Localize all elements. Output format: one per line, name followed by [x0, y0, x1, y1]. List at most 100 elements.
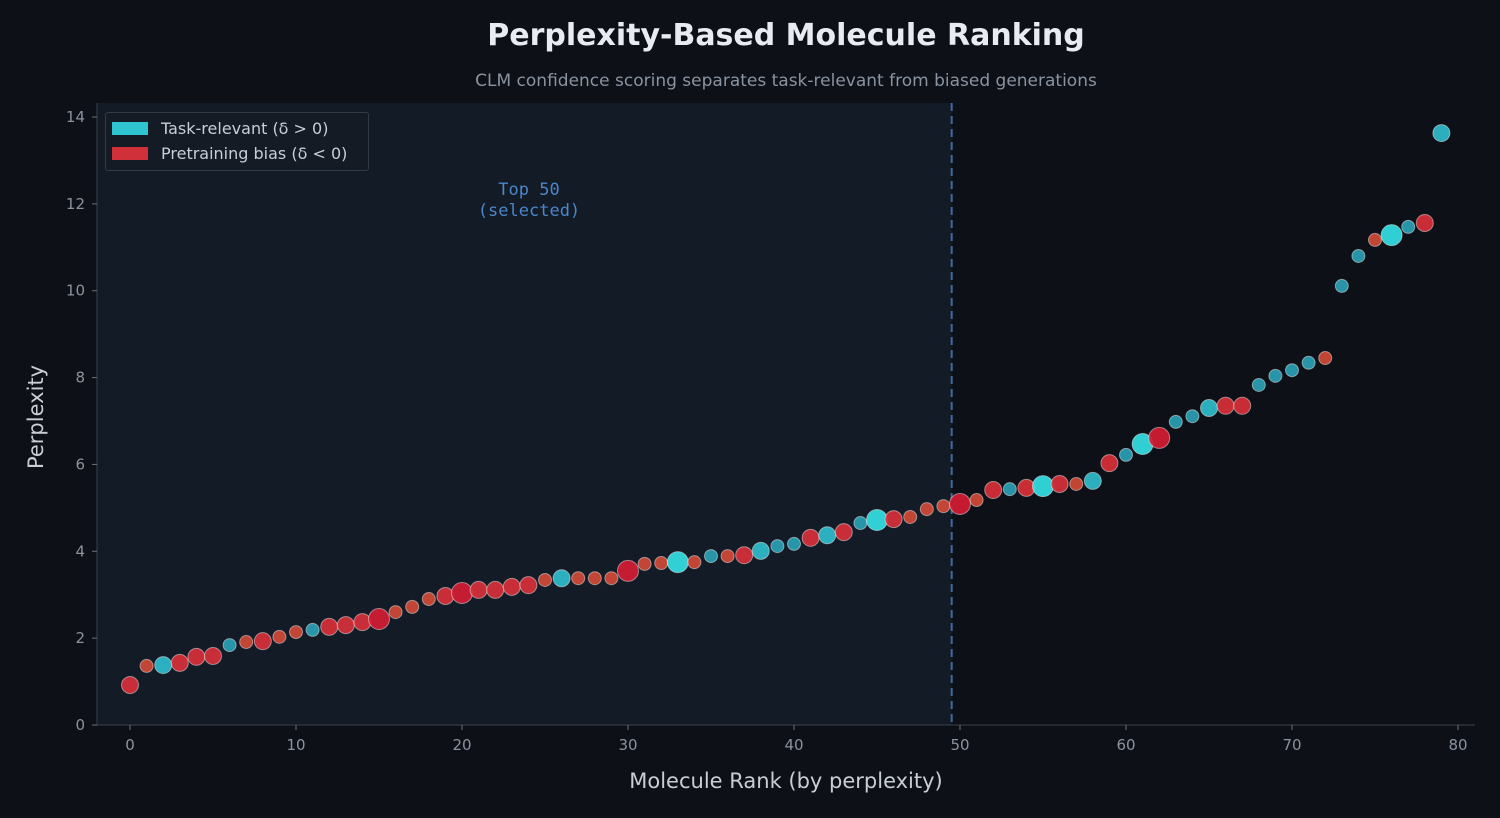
- data-point-task-relevant: [552, 569, 571, 588]
- data-point-task-relevant: [1200, 398, 1218, 417]
- legend-item-pretraining-bias: Pretraining bias (δ < 0): [112, 144, 347, 163]
- x-tick-label: 60: [1116, 736, 1135, 754]
- y-tick-label: 12: [66, 195, 85, 213]
- data-point-task-relevant: [1351, 248, 1366, 263]
- data-point-task-relevant: [1380, 224, 1403, 247]
- data-point-pretraining-bias: [984, 481, 1003, 500]
- data-point-pretraining-bias: [1415, 213, 1434, 232]
- data-point-pretraining-bias: [1216, 396, 1235, 415]
- data-point-pretraining-bias: [735, 546, 754, 565]
- data-point-task-relevant: [1185, 409, 1200, 424]
- data-point-pretraining-bias: [604, 571, 619, 586]
- data-point-pretraining-bias: [519, 576, 538, 595]
- x-tick-label: 70: [1282, 736, 1301, 754]
- data-point-pretraining-bias: [187, 647, 206, 666]
- data-point-task-relevant: [1334, 278, 1349, 293]
- data-point-pretraining-bias: [353, 613, 372, 632]
- annotation-selected: (selected): [478, 201, 580, 221]
- data-point-task-relevant: [1002, 482, 1017, 497]
- data-point-pretraining-bias: [969, 493, 984, 508]
- data-point-task-relevant: [818, 526, 837, 545]
- data-point-task-relevant: [704, 549, 718, 564]
- data-point-pretraining-bias: [936, 499, 951, 514]
- data-point-pretraining-bias: [289, 625, 303, 640]
- data-point-pretraining-bias: [637, 556, 652, 571]
- data-point-pretraining-bias: [538, 572, 552, 587]
- data-point-pretraining-bias: [320, 617, 339, 636]
- data-point-pretraining-bias: [204, 646, 222, 665]
- data-point-task-relevant: [787, 536, 801, 551]
- data-point-pretraining-bias: [1233, 396, 1252, 415]
- data-point-pretraining-bias: [239, 635, 254, 650]
- x-tick-label: 0: [125, 736, 135, 754]
- data-point-task-relevant: [1083, 471, 1102, 490]
- data-point-pretraining-bias: [486, 580, 505, 599]
- data-point-task-relevant: [853, 516, 868, 531]
- data-point-pretraining-bias: [421, 592, 436, 607]
- annotation-top50: Top 50: [498, 180, 559, 200]
- data-point-task-relevant: [222, 638, 237, 653]
- data-point-task-relevant: [1301, 355, 1316, 370]
- data-point-pretraining-bias: [720, 549, 735, 564]
- data-point-task-relevant: [1032, 475, 1054, 498]
- data-point-pretraining-bias: [451, 581, 473, 604]
- legend-label: Task-relevant (δ > 0): [161, 119, 329, 138]
- data-point-task-relevant: [866, 509, 888, 532]
- data-point-pretraining-bias: [1148, 426, 1171, 449]
- data-point-pretraining-bias: [587, 571, 602, 586]
- legend-item-task-relevant: Task-relevant (δ > 0): [112, 119, 328, 138]
- data-point-task-relevant: [305, 622, 320, 637]
- data-point-pretraining-bias: [121, 676, 139, 695]
- data-point-pretraining-bias: [617, 559, 639, 582]
- y-tick-label: 10: [66, 282, 85, 300]
- data-point-pretraining-bias: [469, 580, 488, 599]
- x-tick-label: 80: [1448, 736, 1467, 754]
- data-point-task-relevant: [1168, 414, 1183, 429]
- data-point-pretraining-bias: [949, 492, 971, 515]
- x-axis-label: Molecule Rank (by perplexity): [629, 769, 943, 793]
- data-point-task-relevant: [1401, 219, 1416, 234]
- data-point-task-relevant: [154, 656, 173, 675]
- data-point-pretraining-bias: [368, 608, 390, 631]
- data-point-pretraining-bias: [170, 653, 189, 672]
- y-axis-label: Perplexity: [24, 365, 48, 469]
- chart-title: Perplexity-Based Molecule Ranking: [487, 18, 1085, 53]
- data-point-task-relevant: [1432, 124, 1451, 143]
- data-point-task-relevant: [1119, 447, 1133, 462]
- y-tick-label: 4: [75, 542, 85, 560]
- data-point-pretraining-bias: [336, 616, 355, 635]
- data-point-pretraining-bias: [502, 577, 521, 596]
- data-point-pretraining-bias: [903, 509, 918, 524]
- data-point-pretraining-bias: [1050, 474, 1069, 493]
- data-point-pretraining-bias: [388, 605, 403, 620]
- chart-subtitle: CLM confidence scoring separates task-re…: [475, 71, 1097, 91]
- data-point-pretraining-bias: [405, 599, 420, 614]
- data-point-pretraining-bias: [253, 632, 272, 651]
- data-point-pretraining-bias: [801, 528, 820, 547]
- data-point-pretraining-bias: [919, 502, 934, 517]
- data-point-task-relevant: [751, 541, 770, 560]
- data-point-pretraining-bias: [1069, 476, 1084, 491]
- legend-swatch-bias: [112, 147, 148, 160]
- data-point-pretraining-bias: [139, 658, 154, 673]
- x-tick-label: 50: [950, 736, 969, 754]
- x-tick-label: 30: [618, 736, 637, 754]
- data-point-pretraining-bias: [571, 571, 586, 586]
- data-point-pretraining-bias: [654, 556, 669, 571]
- y-tick-label: 6: [75, 455, 85, 473]
- data-point-pretraining-bias: [884, 510, 903, 529]
- y-tick-label: 2: [75, 629, 85, 647]
- data-point-pretraining-bias: [436, 587, 455, 606]
- top-region-highlight: [97, 103, 952, 725]
- y-tick-label: 14: [66, 108, 85, 126]
- x-tick-label: 10: [286, 736, 305, 754]
- data-point-pretraining-bias: [1100, 454, 1119, 473]
- y-tick-label: 8: [75, 369, 85, 387]
- data-point-task-relevant: [1251, 377, 1266, 392]
- data-point-pretraining-bias: [1368, 232, 1382, 247]
- data-point-pretraining-bias: [834, 523, 853, 542]
- y-tick-label: 0: [75, 716, 85, 734]
- x-tick-label: 20: [452, 736, 471, 754]
